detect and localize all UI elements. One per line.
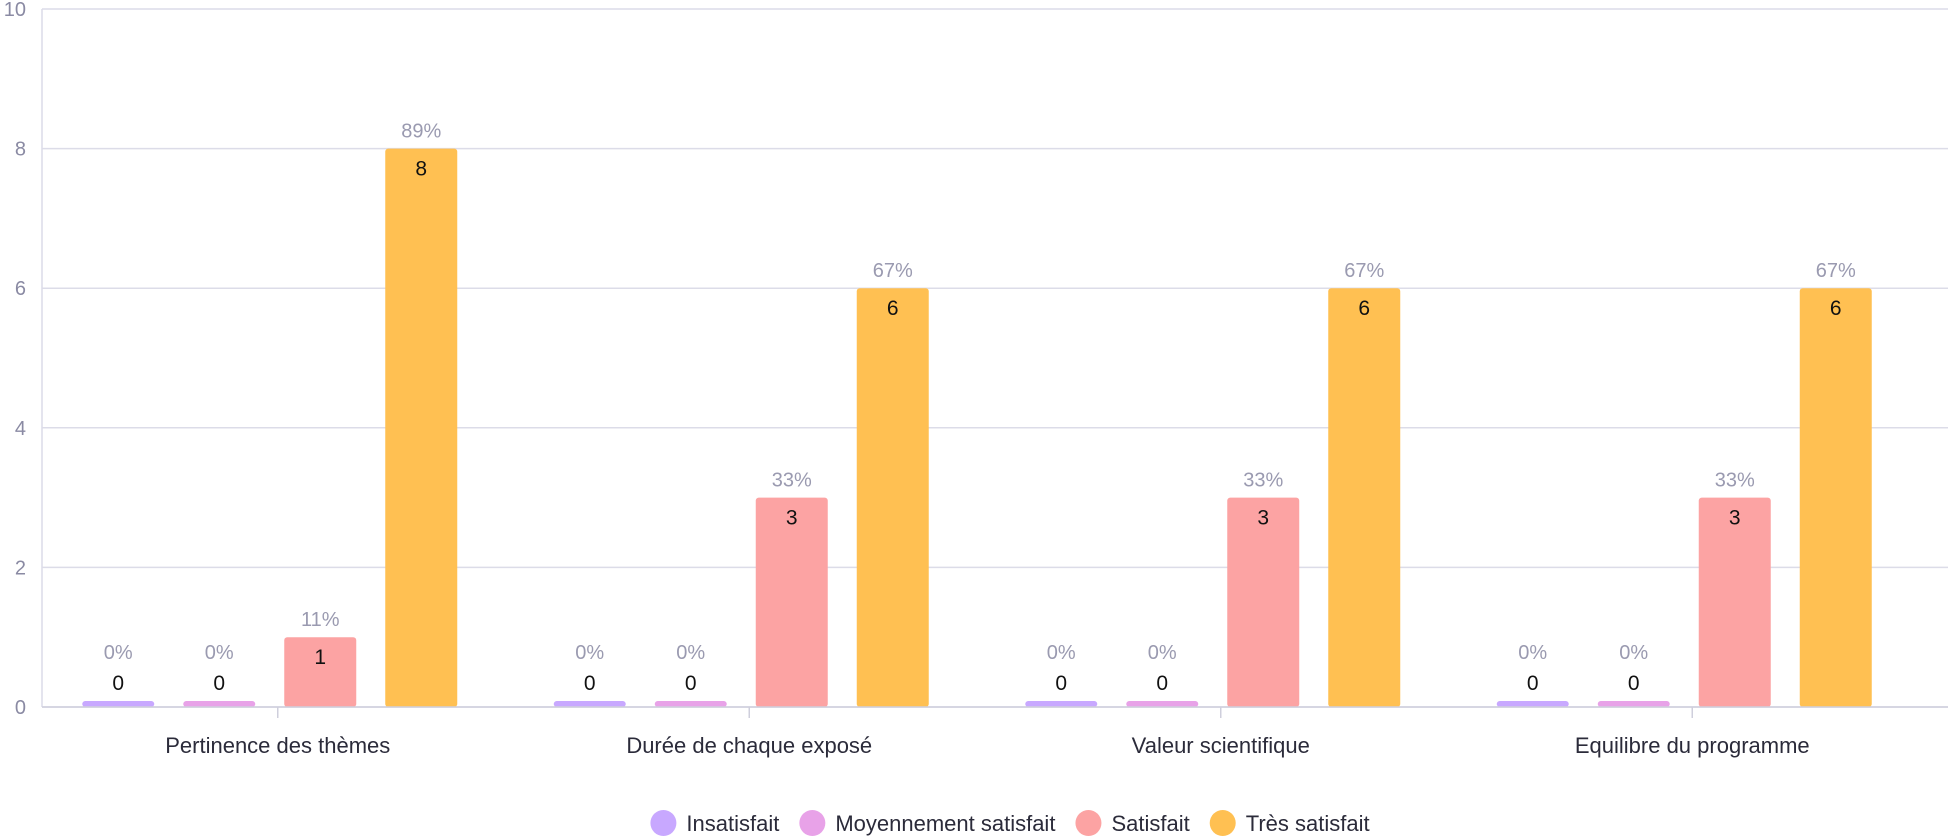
legend-dot <box>799 810 826 836</box>
bar <box>1698 497 1771 707</box>
value-label: 0 <box>1156 672 1168 695</box>
percent-label: 67% <box>1816 260 1856 282</box>
percent-label: 0% <box>676 642 705 664</box>
value-label: 8 <box>415 158 427 181</box>
percent-label: 0% <box>1518 642 1547 664</box>
percent-label: 0% <box>1047 642 1076 664</box>
value-label: 6 <box>1358 297 1370 320</box>
bar <box>1799 288 1872 707</box>
bar <box>654 701 727 707</box>
legend-label: Moyennement satisfait <box>835 811 1055 836</box>
bar <box>1126 701 1199 707</box>
percent-label: 0% <box>104 642 133 664</box>
percent-label: 33% <box>772 470 812 492</box>
bar <box>183 701 256 707</box>
percent-label: 0% <box>575 642 604 664</box>
bar <box>284 637 357 707</box>
percent-label: 67% <box>1344 260 1384 282</box>
bar <box>82 701 155 707</box>
grid-lines <box>41 8 1948 708</box>
legend-dot <box>1209 810 1236 836</box>
legend-dot <box>650 810 677 836</box>
y-axis-ticks: 0 2 4 6 8 10 <box>4 0 26 719</box>
y-tick-label: 6 <box>15 278 26 300</box>
percent-label: 89% <box>401 121 441 143</box>
percent-label: 67% <box>873 260 913 282</box>
value-label: 0 <box>112 672 124 695</box>
value-label: 3 <box>786 507 798 530</box>
y-tick-label: 4 <box>15 418 26 440</box>
value-label: 0 <box>213 672 225 695</box>
value-label: 3 <box>1729 507 1741 530</box>
bar <box>1597 701 1670 707</box>
x-category-label: Durée de chaque exposé <box>626 733 872 758</box>
y-tick-label: 2 <box>15 557 26 579</box>
legend-label: Insatisfait <box>686 811 779 836</box>
value-label: 0 <box>685 672 697 695</box>
y-tick-label: 8 <box>15 139 26 161</box>
bar <box>1227 497 1300 707</box>
bar <box>856 288 929 707</box>
bar <box>553 701 626 707</box>
legend-label: Très satisfait <box>1246 811 1370 836</box>
legend-dot <box>1075 810 1102 836</box>
bars: 0% 0 0% 0 11% 1 89% 8 0% 0 0% 0 33% 3 67% 6 0% 0 0% 0 33% 3 67… <box>82 121 1872 708</box>
percent-label: 0% <box>1148 642 1177 664</box>
percent-label: 11% <box>301 609 340 631</box>
legend: Insatisfait Moyennement satisfait Satisfai… <box>650 810 1370 836</box>
x-category-label: Equilibre du programme <box>1575 733 1810 758</box>
y-tick-label: 0 <box>15 697 26 719</box>
x-axis: Pertinence des thèmes Durée de chaque exp… <box>42 706 1948 758</box>
value-label: 1 <box>314 646 326 669</box>
percent-label: 0% <box>205 642 234 664</box>
x-category-label: Valeur scientifique <box>1132 733 1310 758</box>
value-label: 3 <box>1257 507 1269 530</box>
y-tick-label: 10 <box>4 0 26 21</box>
bar <box>755 497 828 707</box>
bar <box>1328 288 1401 707</box>
value-label: 0 <box>1628 672 1640 695</box>
bar <box>1496 701 1569 707</box>
percent-label: 33% <box>1243 470 1283 492</box>
legend-label: Satisfait <box>1111 811 1189 836</box>
x-category-label: Pertinence des thèmes <box>165 733 390 758</box>
value-label: 6 <box>887 297 899 320</box>
percent-label: 33% <box>1715 470 1755 492</box>
value-label: 0 <box>1527 672 1539 695</box>
value-label: 6 <box>1830 297 1842 320</box>
value-label: 0 <box>584 672 596 695</box>
value-label: 0 <box>1055 672 1067 695</box>
bar <box>385 148 458 708</box>
percent-label: 0% <box>1619 642 1648 664</box>
bar <box>1025 701 1098 707</box>
